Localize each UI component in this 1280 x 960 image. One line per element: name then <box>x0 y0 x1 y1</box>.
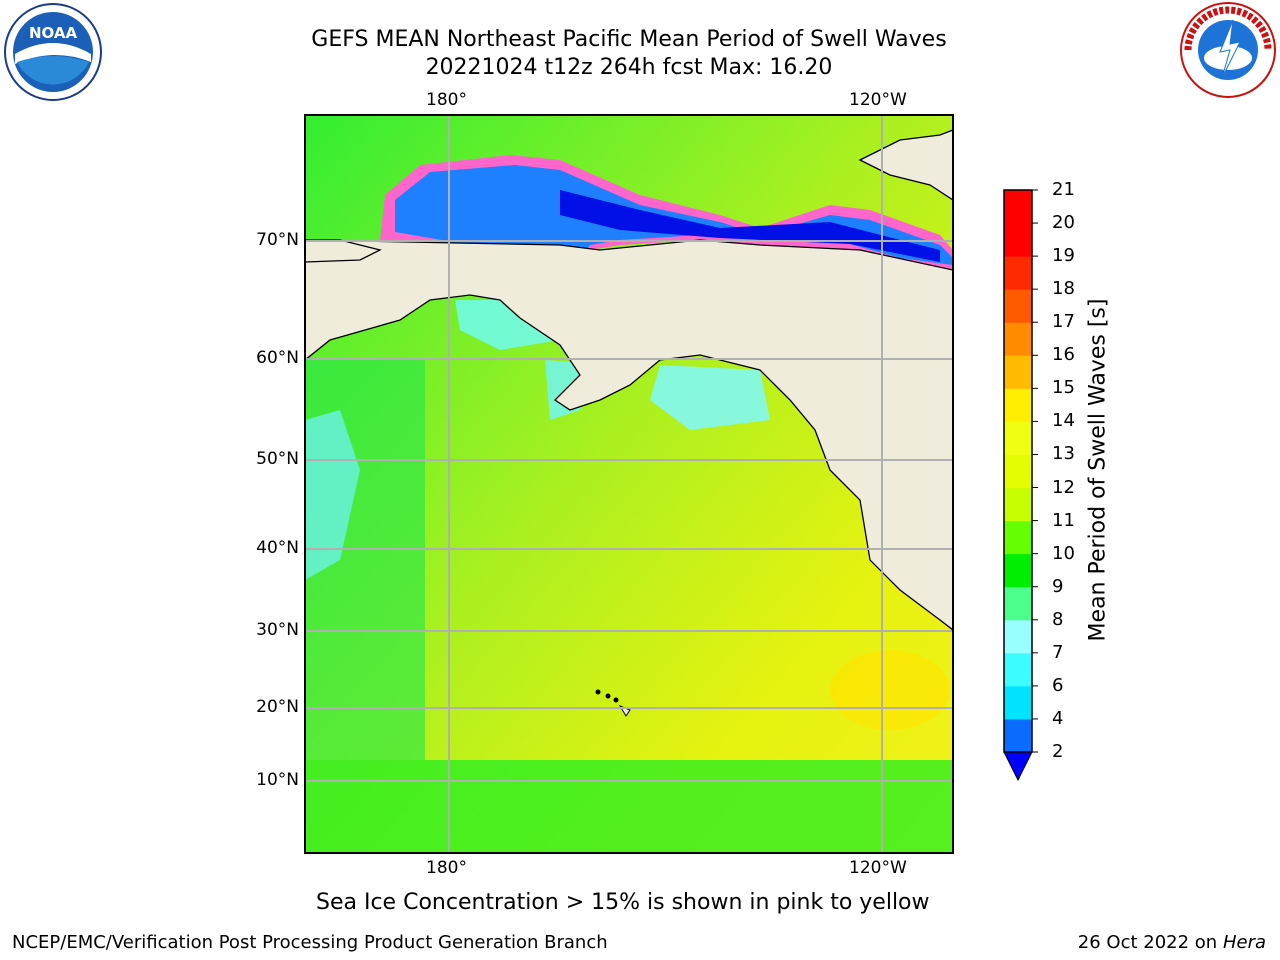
colorbar-tick-label: 17 <box>1052 311 1075 333</box>
low-period-patch <box>305 410 360 580</box>
colorbar-tick-label: 10 <box>1052 542 1075 564</box>
tropical-band <box>305 760 953 853</box>
colorbar-swatch <box>1004 619 1032 654</box>
map-frame <box>304 114 954 854</box>
graticule <box>305 115 953 853</box>
colorbar-tick-label: 20 <box>1052 212 1075 234</box>
colorbar-swatch <box>1004 520 1032 555</box>
map-area <box>305 115 953 853</box>
nws-logo-icon <box>1180 2 1276 98</box>
sea-ice-caption: Sea Ice Concentration > 15% is shown in … <box>316 890 930 915</box>
colorbar <box>1003 189 1038 782</box>
colorbar-tick-label: 13 <box>1052 443 1075 465</box>
colorbar-tick-label: 14 <box>1052 410 1075 432</box>
lat-label-70n: 70°N <box>256 230 299 250</box>
lat-label-20n: 20°N <box>256 697 299 717</box>
colorbar-swatch <box>1004 586 1032 621</box>
land-mass <box>305 239 953 631</box>
colorbar-swatch <box>1004 388 1032 422</box>
footer-date-text: 26 Oct 2022 on <box>1077 932 1223 953</box>
colorbar-tick-label: 6 <box>1052 674 1064 696</box>
colorbar-tick-label: 21 <box>1052 179 1075 200</box>
colorbar-swatch <box>1004 652 1032 687</box>
noaa-logo-text: NOAA <box>29 24 78 42</box>
colorbar-tick-label: 2 <box>1052 741 1064 762</box>
footer-credit: NCEP/EMC/Verification Post Processing Pr… <box>12 932 608 953</box>
colorbar-tick-label: 18 <box>1052 278 1075 300</box>
colorbar-tick-label: 8 <box>1052 608 1064 630</box>
colorbar-tick-label: 19 <box>1052 245 1075 267</box>
colorbar-tick-label: 4 <box>1052 707 1064 729</box>
high-period-patch <box>830 650 950 730</box>
footer-host: Hera <box>1222 932 1266 953</box>
colorbar-swatch <box>1004 256 1032 290</box>
colorbar-swatch <box>1004 685 1032 720</box>
colorbar-label: Mean Period of Swell Waves [s] <box>1085 298 1111 642</box>
lon-label-bottom-180: 180° <box>426 858 467 878</box>
lon-label-top-180: 180° <box>426 90 467 110</box>
lat-label-30n: 30°N <box>256 620 299 640</box>
lat-label-60n: 60°N <box>256 348 299 368</box>
colorbar-tick-label: 12 <box>1052 476 1075 498</box>
title-line-2: 20221024 t12z 264h fcst Max: 16.20 <box>425 55 833 80</box>
title-line-1: GEFS MEAN Northeast Pacific Mean Period … <box>311 27 947 52</box>
colorbar-extend-triangle <box>1003 751 1033 782</box>
colorbar-swatch <box>1004 553 1032 588</box>
colorbar-swatch <box>1004 322 1032 356</box>
noaa-logo-icon: NOAA <box>4 3 102 101</box>
colorbar-tick-label: 7 <box>1052 641 1064 663</box>
footer-date: 26 Oct 2022 on Hera <box>1078 932 1266 953</box>
colorbar-tick-label: 9 <box>1052 575 1064 597</box>
colorbar-swatch <box>1004 289 1032 323</box>
colorbar-tick-label: 15 <box>1052 377 1075 399</box>
lat-label-50n: 50°N <box>256 449 299 469</box>
lat-label-10n: 10°N <box>256 770 299 790</box>
lon-label-bottom-120w: 120°W <box>849 858 907 878</box>
colorbar-swatch <box>1004 718 1032 753</box>
colorbar-swatch <box>1004 487 1032 522</box>
colorbar-tick-label: 11 <box>1052 509 1075 531</box>
colorbar-frame <box>1003 189 1033 753</box>
colorbar-swatch <box>1004 454 1032 489</box>
colorbar-swatch <box>1004 355 1032 389</box>
colorbar-tick-label: 16 <box>1052 344 1075 366</box>
lat-label-40n: 40°N <box>256 538 299 558</box>
lon-label-top-120w: 120°W <box>849 90 907 110</box>
colorbar-swatch <box>1004 223 1032 257</box>
colorbar-swatch <box>1004 190 1032 224</box>
colorbar-swatch <box>1004 421 1032 455</box>
